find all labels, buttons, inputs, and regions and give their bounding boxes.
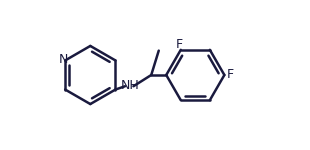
Text: F: F <box>226 69 233 81</box>
Text: F: F <box>175 38 183 51</box>
Text: NH: NH <box>120 79 139 92</box>
Text: N: N <box>59 53 68 66</box>
